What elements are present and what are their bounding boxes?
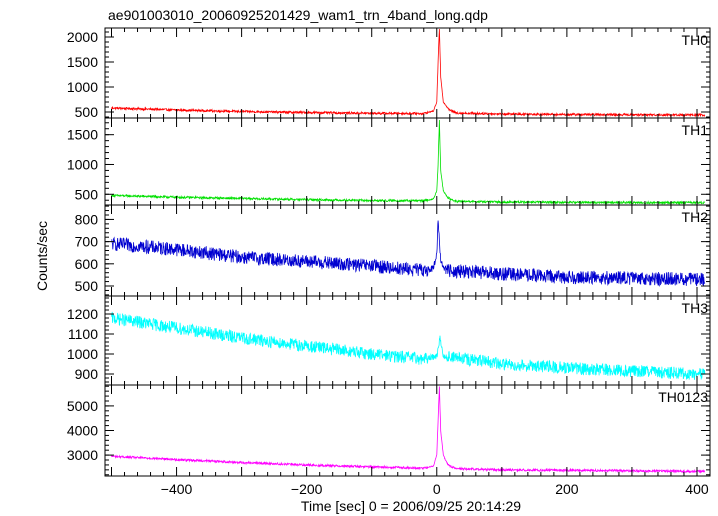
panel-th1: 500 1000 1500 TH1 [67,117,711,206]
series-line-th0123 [111,386,706,474]
panels: 500 1000 1500 2000 TH0 500 1000 1500 TH1 500 600 70… [67,27,711,477]
y-tick-label: 600 [75,256,99,272]
panel-th2: 500 600 700 800 TH2 [75,204,711,297]
y-axis-label: Counts/sec [34,221,50,291]
y-tick-label: 500 [75,104,99,120]
x-axis-label: Time [sec] 0 = 2006/09/25 20:14:29 [301,498,521,514]
panel-frame [104,117,711,206]
series-line-th1 [111,119,706,205]
y-tick-label: 800 [75,211,99,227]
y-tick-label: 1100 [68,326,98,342]
chart-title: ae901003010_20060925201429_wam1_trn_4ban… [108,7,488,23]
panel-th0: 500 1000 1500 2000 TH0 [67,27,711,120]
panel-label-th2: TH2 [682,209,709,225]
y-tick-label: 1200 [67,306,98,322]
y-tick-label: 500 [75,278,99,294]
x-tick-label: 200 [555,481,579,497]
x-tick-label: −200 [291,481,323,497]
y-tick-label: 500 [75,186,99,202]
series-line-th2 [111,220,706,287]
y-tick-label: 1000 [67,156,98,172]
x-tick-label: 0 [433,481,441,497]
y-tick-label: 4000 [67,423,98,439]
y-tick-label: 2000 [67,29,98,45]
y-tick-label: 1000 [67,346,98,362]
panel-frame [104,384,711,477]
series-line-th0 [111,28,706,118]
y-tick-label: 1500 [67,54,98,70]
x-tick-label: 400 [685,481,709,497]
y-tick-label: 5000 [67,398,98,414]
y-tick-label: 700 [75,234,99,250]
panel-label-th3: TH3 [682,300,709,316]
panel-label-th1: TH1 [682,122,709,138]
series-line-th3 [111,311,706,380]
x-tick-label: −400 [161,481,193,497]
panel-th0123: 3000 4000 5000 TH0123 [67,384,711,477]
panel-frame [104,27,711,119]
panel-label-th0: TH0 [682,32,709,48]
y-tick-label: 900 [75,366,99,382]
y-tick-label: 1500 [67,127,98,143]
panel-label-th0123: TH0123 [658,389,708,405]
y-tick-label: 3000 [67,447,98,463]
y-tick-label: 1000 [67,79,98,95]
panel-th3: 900 1000 1100 1200 TH3 [67,295,711,386]
x-axis: −400 −200 0 200 400 [161,481,709,497]
